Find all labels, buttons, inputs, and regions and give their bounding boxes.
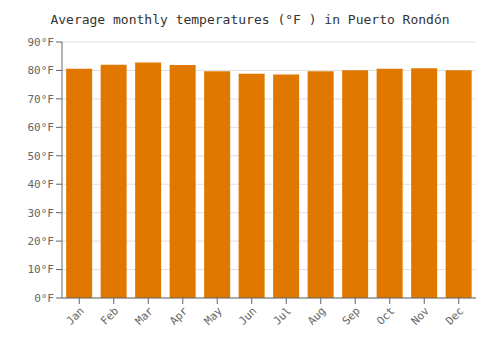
svg-text:0°F: 0°F <box>34 292 54 305</box>
svg-text:10°F: 10°F <box>28 263 55 276</box>
svg-text:50°F: 50°F <box>28 150 55 163</box>
html-text:Average monthly temperatures (: Average monthly temperatures (°F ) in Pu… <box>50 12 450 27</box>
svg-text:Nov: Nov <box>409 304 433 328</box>
svg-text:Oct: Oct <box>374 304 397 327</box>
svg-text:Jan: Jan <box>64 304 87 327</box>
svg-text:30°F: 30°F <box>28 207 55 220</box>
svg-text:Apr: Apr <box>167 304 191 328</box>
svg-text:Dec: Dec <box>443 304 466 327</box>
svg-text:20°F: 20°F <box>28 235 55 248</box>
svg-text:90°F: 90°F <box>28 36 55 49</box>
svg-text:Jul: Jul <box>271 304 294 327</box>
svg-text:70°F: 70°F <box>28 93 55 106</box>
svg-text:60°F: 60°F <box>28 121 55 134</box>
svg-text:Feb: Feb <box>98 304 121 327</box>
svg-text:Sep: Sep <box>340 304 363 327</box>
svg-text:Aug: Aug <box>305 304 328 327</box>
svg-text:80°F: 80°F <box>28 64 55 77</box>
svg-text:Jun: Jun <box>236 304 259 327</box>
svg-text:Mar: Mar <box>133 304 157 328</box>
svg-text:May: May <box>202 304 226 328</box>
svg-text:40°F: 40°F <box>28 178 55 191</box>
